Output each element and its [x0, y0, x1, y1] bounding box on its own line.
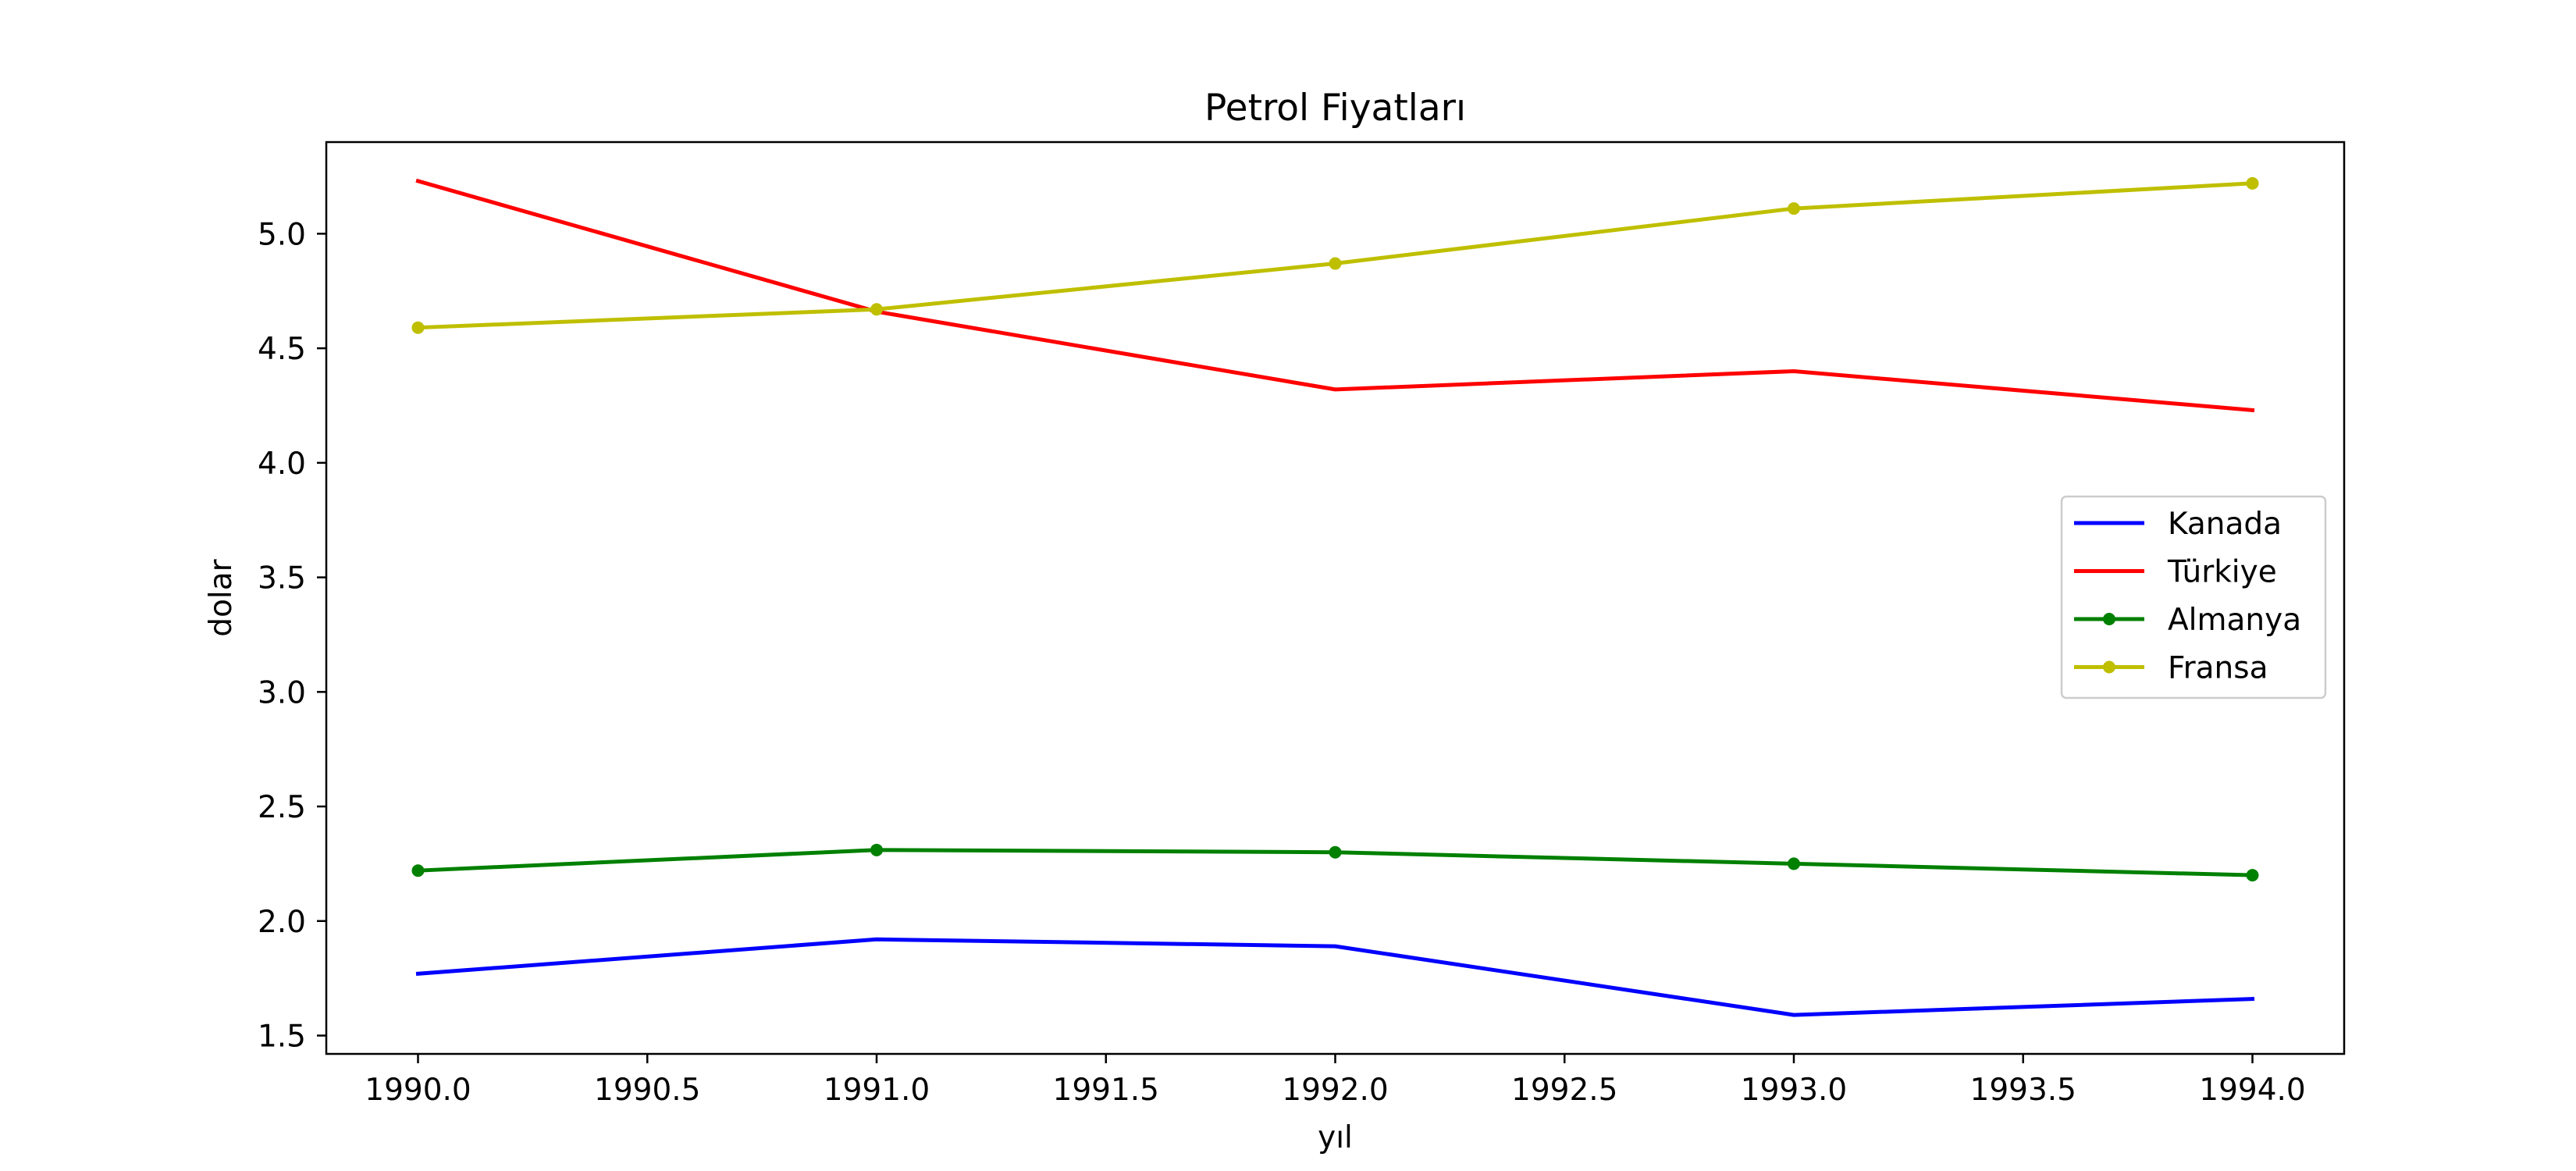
data-point-almanya	[2246, 869, 2259, 882]
legend-label-kanada: Kanada	[2168, 507, 2282, 542]
data-point-almanya	[870, 843, 883, 856]
legend: Kanada Türkiye Almanya Fransa	[2060, 495, 2327, 699]
data-point-almanya	[1329, 845, 1342, 859]
y-tick-label: 5.0	[258, 217, 306, 252]
x-axis-label: yıl	[1318, 1120, 1353, 1155]
y-tick-label: 3.0	[258, 675, 306, 710]
x-tick-label: 1993.0	[1741, 1073, 1847, 1108]
data-point-fransa	[1329, 257, 1342, 270]
data-point-fransa	[1788, 202, 1800, 215]
y-axis-label: dolar	[204, 558, 239, 636]
x-tick-label: 1993.5	[1970, 1073, 2076, 1108]
legend-marker-almanya	[2103, 613, 2115, 625]
x-tick-label: 1992.0	[1282, 1073, 1388, 1108]
y-tick-label: 4.5	[258, 332, 306, 367]
legend-marker-fransa	[2103, 660, 2115, 674]
x-tick-label: 1990.0	[365, 1073, 471, 1108]
legend-frame	[2060, 495, 2327, 699]
data-point-almanya	[411, 864, 425, 877]
y-tick-label: 2.0	[258, 905, 306, 940]
x-tick-label: 1991.0	[824, 1073, 930, 1108]
data-point-fransa	[411, 321, 425, 334]
legend-label-türkiye: Türkiye	[2167, 555, 2277, 590]
y-tick-label: 4.0	[258, 447, 306, 482]
data-point-fransa	[870, 303, 883, 316]
chart-title: Petrol Fiyatları	[1204, 87, 1466, 130]
legend-label-almanya: Almanya	[2168, 603, 2301, 638]
x-tick-label: 1990.5	[594, 1073, 700, 1108]
axes: 1990.0 1990.5 1991.0 1991.5 1992.0 1992.5 1993…	[258, 141, 2346, 1108]
x-tick-label: 1994.0	[2199, 1073, 2305, 1108]
plot-area	[411, 176, 2259, 1017]
data-point-almanya	[1788, 857, 1800, 870]
y-tick-label: 3.5	[258, 561, 306, 596]
x-tick-label: 1991.5	[1053, 1073, 1159, 1108]
series-line-türkiye	[415, 178, 2255, 413]
y-tick-label: 2.5	[258, 790, 306, 825]
series-line-kanada	[415, 937, 2255, 1017]
data-point-fransa	[2246, 176, 2259, 190]
legend-label-fransa: Fransa	[2168, 651, 2268, 686]
x-tick-label: 1992.5	[1511, 1073, 1617, 1108]
y-tick-label: 1.5	[258, 1020, 306, 1055]
